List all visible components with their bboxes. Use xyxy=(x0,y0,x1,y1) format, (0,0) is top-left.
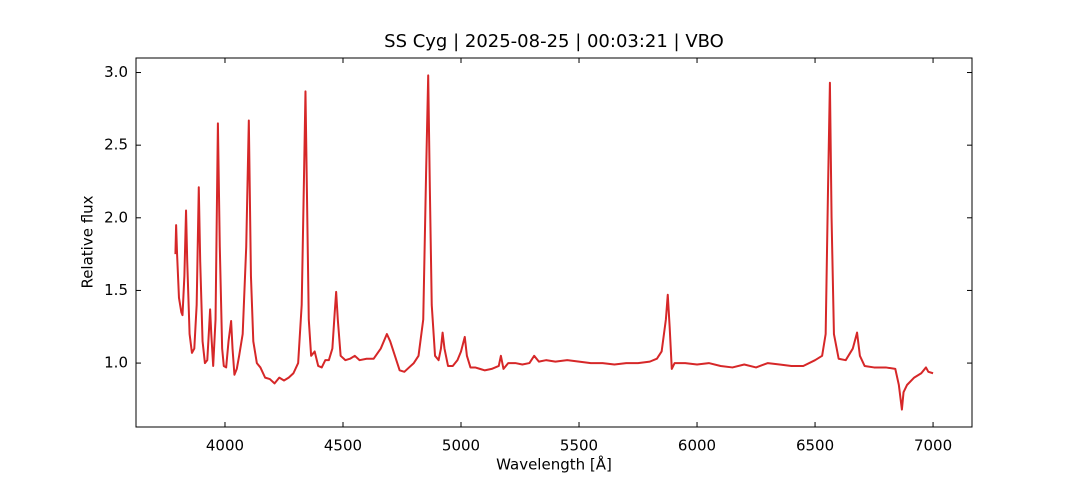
y-tick-label: 1.0 xyxy=(104,354,128,372)
y-tick-label: 2.5 xyxy=(104,136,128,154)
y-tick-label: 2.0 xyxy=(104,208,128,226)
x-tick-label: 6000 xyxy=(678,437,716,455)
x-axis-label: Wavelength [Å] xyxy=(496,455,612,474)
x-tick-label: 4000 xyxy=(206,437,244,455)
y-axis-label: Relative flux xyxy=(79,195,97,288)
spectrum-line xyxy=(174,74,934,411)
x-tick-label: 4500 xyxy=(324,437,362,455)
plot-frame xyxy=(135,57,973,428)
x-tick-label: 5000 xyxy=(442,437,480,455)
x-tick-label: 7000 xyxy=(914,437,952,455)
y-tick-label: 1.5 xyxy=(104,281,128,299)
x-tick-label: 6500 xyxy=(796,437,834,455)
x-tick-label: 5500 xyxy=(560,437,598,455)
chart-title: SS Cyg | 2025-08-25 | 00:03:21 | VBO xyxy=(384,31,724,52)
y-tick-label: 3.0 xyxy=(104,63,128,81)
